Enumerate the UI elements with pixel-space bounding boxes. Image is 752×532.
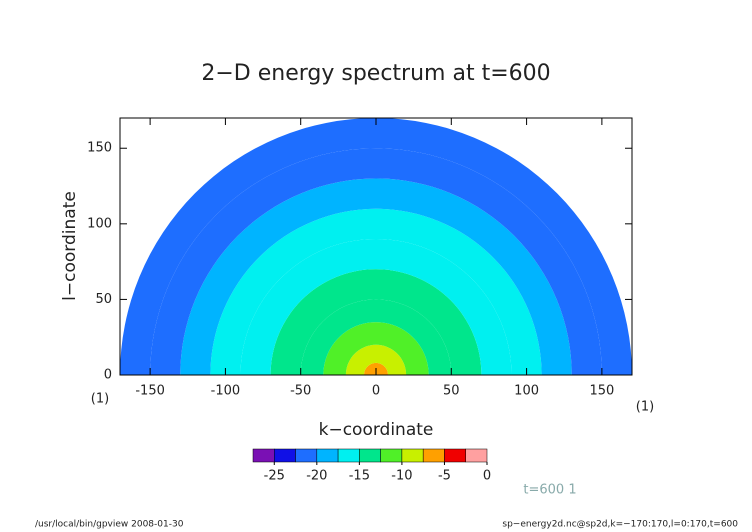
y-unit: (1) — [91, 392, 109, 407]
colorbar-box — [444, 448, 466, 463]
colorbar-tick-label: -20 — [306, 469, 327, 484]
x-tick-label: 100 — [514, 384, 539, 399]
y-tick-label: 150 — [87, 141, 112, 156]
footer-right: sp−energy2d.nc@sp2d,k=−170:170,l=0:170,t… — [502, 520, 738, 530]
x-tick-label: 150 — [589, 384, 614, 399]
colorbar-tick-label: -5 — [438, 469, 451, 484]
heat-ring — [300, 299, 452, 375]
heat-ring — [345, 344, 407, 375]
x-unit: (1) — [636, 400, 654, 415]
heat-ring — [270, 269, 482, 375]
x-axis-label: k−coordinate — [319, 420, 434, 440]
colorbar-tick-label: -15 — [349, 469, 370, 484]
colorbar-box — [465, 448, 488, 463]
colorbar-tick-label: -25 — [264, 469, 285, 484]
heat-ring — [210, 208, 542, 375]
x-tick-label: -100 — [211, 384, 241, 399]
colorbar-box — [337, 448, 360, 463]
heat-ring — [150, 148, 602, 375]
x-tick-label: -150 — [135, 384, 165, 399]
heat-ring — [120, 118, 632, 375]
colorbar-box — [380, 448, 403, 463]
colorbar-tick-label: -10 — [391, 469, 412, 484]
y-tick-label: 50 — [95, 292, 112, 307]
y-tick-label: 0 — [104, 368, 112, 383]
colorbar-tick-label: 0 — [483, 469, 491, 484]
x-tick-label: 50 — [443, 384, 460, 399]
colorbar-box — [359, 448, 381, 463]
colorbar-box — [252, 448, 275, 463]
annotation: t=600 1 — [523, 483, 576, 498]
footer-left: /usr/local/bin/gpview 2008-01-30 — [35, 520, 184, 530]
chart-title: 2−D energy spectrum at t=600 — [201, 61, 550, 86]
colorbar-box — [274, 448, 296, 463]
y-axis-label: l−coordinate — [60, 191, 80, 301]
y-tick-label: 100 — [87, 216, 112, 231]
colorbar-box — [295, 448, 318, 463]
heat-ring — [323, 322, 429, 375]
x-tick-label: -50 — [290, 384, 311, 399]
x-tick-label: 0 — [372, 384, 380, 399]
heat-ring — [180, 178, 572, 375]
colorbar-box — [401, 448, 424, 463]
heat-ring — [240, 238, 512, 375]
colorbar-box — [316, 448, 339, 463]
colorbar-box — [422, 448, 445, 463]
